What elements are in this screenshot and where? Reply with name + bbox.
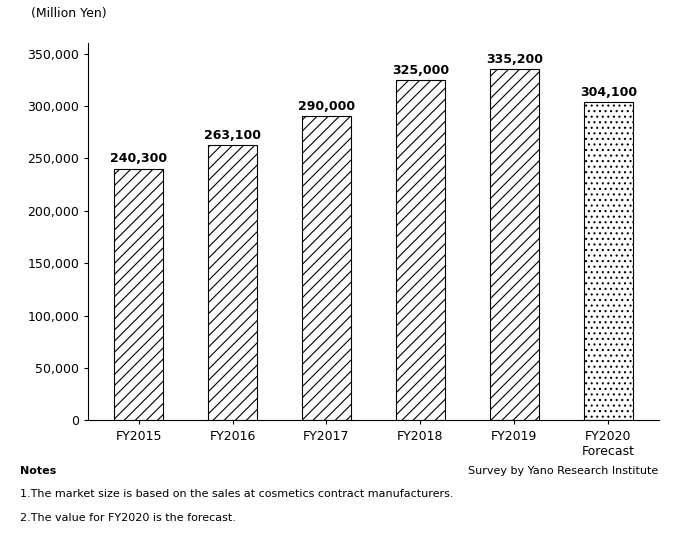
Text: 2.The value for FY2020 is the forecast.: 2.The value for FY2020 is the forecast.: [20, 513, 236, 523]
Text: 335,200: 335,200: [486, 53, 543, 66]
Text: 304,100: 304,100: [580, 86, 637, 99]
Bar: [114, 169, 163, 420]
Text: 240,300: 240,300: [110, 153, 167, 165]
Text: Notes: Notes: [20, 466, 56, 476]
Text: 290,000: 290,000: [298, 100, 355, 113]
Text: 325,000: 325,000: [392, 64, 449, 77]
Text: 1.The market size is based on the sales at cosmetics contract manufacturers.: 1.The market size is based on the sales …: [20, 489, 454, 500]
Bar: [208, 144, 257, 420]
Text: 263,100: 263,100: [204, 128, 261, 142]
Bar: [490, 69, 538, 420]
Text: (Million Yen): (Million Yen): [31, 8, 107, 20]
Text: Survey by Yano Research Institute: Survey by Yano Research Institute: [469, 466, 659, 476]
Bar: [584, 102, 633, 420]
Bar: [396, 80, 445, 420]
Bar: [302, 116, 351, 420]
